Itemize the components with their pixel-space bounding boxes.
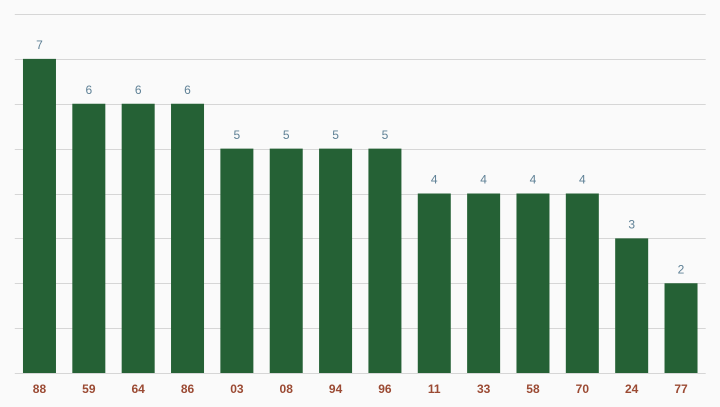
- value-label: 3: [628, 218, 635, 232]
- bar: [269, 148, 303, 373]
- bar: [467, 193, 501, 373]
- bar: [220, 148, 254, 373]
- x-tick-label: 59: [82, 382, 96, 396]
- value-label: 6: [184, 83, 191, 97]
- x-tick-label: 88: [33, 382, 47, 396]
- x-tick-label: 96: [378, 382, 392, 396]
- value-label: 4: [480, 173, 487, 187]
- bar: [516, 193, 550, 373]
- value-label: 4: [431, 173, 438, 187]
- value-label: 7: [36, 38, 43, 52]
- x-tick-label: 58: [526, 382, 540, 396]
- value-label: 6: [85, 83, 92, 97]
- x-tick-label: 03: [230, 382, 244, 396]
- x-tick-label: 11: [428, 382, 441, 396]
- bar: [417, 193, 451, 373]
- value-label: 5: [234, 128, 241, 142]
- bar: [72, 103, 106, 373]
- x-tick-label: 70: [576, 382, 590, 396]
- bar: [121, 103, 155, 373]
- x-tick-label: 08: [280, 382, 294, 396]
- bar: [664, 283, 698, 373]
- value-label: 5: [332, 128, 339, 142]
- x-tick-label: 64: [131, 382, 145, 396]
- bar: [615, 238, 649, 373]
- x-tick-label: 94: [329, 382, 343, 396]
- bar: [171, 103, 205, 373]
- bar: [319, 148, 353, 373]
- bar: [368, 148, 402, 373]
- x-tick-label: 77: [674, 382, 688, 396]
- value-label: 6: [135, 83, 142, 97]
- x-tick-label: 86: [181, 382, 195, 396]
- bar: [565, 193, 599, 373]
- value-label: 4: [579, 173, 586, 187]
- value-label: 5: [382, 128, 389, 142]
- x-tick-label: 24: [625, 382, 639, 396]
- value-label: 5: [283, 128, 290, 142]
- value-label: 2: [678, 262, 685, 276]
- bar: [22, 58, 56, 373]
- x-tick-label: 33: [477, 382, 491, 396]
- value-label: 4: [530, 173, 537, 187]
